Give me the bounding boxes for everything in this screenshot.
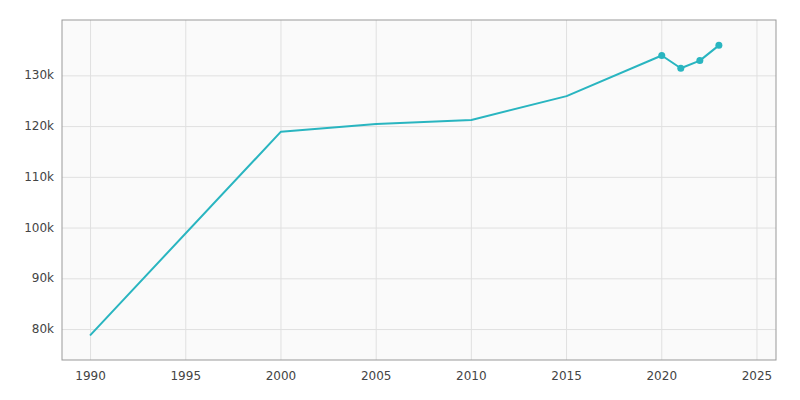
y-tick-label: 130k bbox=[24, 68, 54, 82]
x-grid-line bbox=[471, 20, 472, 360]
x-tick-label: 1995 bbox=[170, 369, 201, 383]
x-grid-line bbox=[661, 20, 662, 360]
x-tick-label: 2010 bbox=[456, 369, 487, 383]
x-grid-line bbox=[185, 20, 186, 360]
x-grid-line bbox=[90, 20, 91, 360]
x-tick-label: 2000 bbox=[266, 369, 297, 383]
y-tick-label: 80k bbox=[32, 322, 54, 336]
y-grid-line bbox=[62, 126, 776, 127]
x-tick-label: 2005 bbox=[361, 369, 392, 383]
y-tick-label: 100k bbox=[24, 221, 54, 235]
plot-background bbox=[62, 20, 776, 360]
marker bbox=[658, 52, 665, 59]
x-grid-line bbox=[566, 20, 567, 360]
y-tick-label: 90k bbox=[32, 271, 54, 285]
plot-frame bbox=[62, 20, 776, 360]
y-grid-line bbox=[62, 278, 776, 279]
x-tick-label: 2020 bbox=[646, 369, 677, 383]
y-grid-line bbox=[62, 75, 776, 76]
y-tick-label: 120k bbox=[24, 119, 54, 133]
marker bbox=[715, 42, 722, 49]
grid bbox=[62, 20, 776, 360]
x-tick-label: 2015 bbox=[551, 369, 582, 383]
data bbox=[91, 42, 723, 335]
y-tick-label: 110k bbox=[24, 170, 54, 184]
chart-svg: 80k 90k 100k 110k 120k 130k 1990 1995 2000 2005 20… bbox=[0, 0, 800, 400]
x-grid-line bbox=[280, 20, 281, 360]
y-grid-line bbox=[62, 329, 776, 330]
line bbox=[91, 45, 719, 334]
x-grid-line bbox=[756, 20, 757, 360]
axes: 80k 90k 100k 110k 120k 130k 1990 1995 2000 2005 20… bbox=[24, 20, 776, 383]
y-grid-line bbox=[62, 177, 776, 178]
y-grid-line bbox=[62, 228, 776, 229]
marker bbox=[677, 65, 684, 72]
x-tick-label: 1990 bbox=[75, 369, 106, 383]
x-grid-line bbox=[376, 20, 377, 360]
chart-container: 80k 90k 100k 110k 120k 130k 1990 1995 2000 2005 20… bbox=[0, 0, 800, 400]
x-tick-label: 2025 bbox=[742, 369, 773, 383]
marker bbox=[696, 57, 703, 64]
